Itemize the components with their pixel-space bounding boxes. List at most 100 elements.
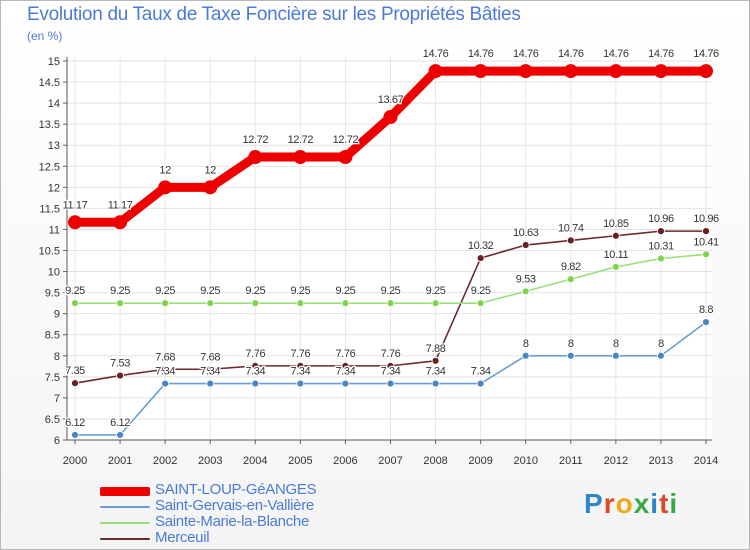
data-point xyxy=(206,379,215,388)
data-label: 10.96 xyxy=(648,213,674,225)
data-label: 14.76 xyxy=(648,48,674,60)
data-label: 8 xyxy=(523,338,529,350)
data-point xyxy=(611,231,620,240)
x-tick-label: 2007 xyxy=(378,455,402,467)
data-label: 6.12 xyxy=(65,417,85,429)
data-point xyxy=(431,356,440,365)
data-point xyxy=(611,263,620,271)
data-label: 9.25 xyxy=(155,285,175,297)
x-tick-label: 2004 xyxy=(243,455,267,467)
x-tick-label: 2009 xyxy=(468,455,492,467)
data-point xyxy=(293,150,308,165)
data-label: 7.34 xyxy=(336,366,356,378)
data-label: 10.85 xyxy=(603,218,629,230)
data-point xyxy=(521,287,530,296)
data-label: 14.76 xyxy=(423,48,449,60)
x-tick-label: 2010 xyxy=(513,455,537,467)
data-point xyxy=(431,379,440,388)
data-label: 7.76 xyxy=(290,348,310,360)
data-point xyxy=(71,431,79,439)
legend-label: Saint-Gervais-en-Vallière xyxy=(155,497,314,514)
data-label: 12.72 xyxy=(288,134,314,146)
legend-label: Sainte-Marie-la-Blanche xyxy=(155,513,310,530)
data-point xyxy=(248,150,263,165)
data-point xyxy=(206,299,215,308)
data-label: 14.76 xyxy=(693,48,719,60)
axes: 6 6.5 7 7.5 8 8.5 9 9.5 10 10.5 11 11.5 12 12.5 13 13.5… xyxy=(39,56,719,467)
data-point xyxy=(428,64,443,79)
y-tick-label: 10 xyxy=(48,267,60,279)
data-point xyxy=(251,299,260,308)
data-point xyxy=(71,379,79,388)
data-point xyxy=(473,64,488,79)
data-point xyxy=(341,361,350,370)
chart-title: Evolution du Taux de Taxe Foncière sur l… xyxy=(27,4,521,25)
data-label: 12 xyxy=(159,164,171,176)
y-tick-label: 6 xyxy=(54,435,60,447)
data-point xyxy=(251,361,260,370)
data-label: 7.34 xyxy=(290,366,310,378)
data-label: 7.34 xyxy=(155,366,175,378)
data-point xyxy=(158,180,173,195)
x-tick-label: 2012 xyxy=(604,455,628,467)
data-point xyxy=(251,379,260,388)
data-label: 7.76 xyxy=(245,348,265,360)
data-label: 9.25 xyxy=(200,285,220,297)
x-tick-label: 2005 xyxy=(288,455,312,467)
data-point xyxy=(296,299,305,308)
data-label: 8 xyxy=(613,338,619,350)
y-tick-label: 7 xyxy=(54,393,60,405)
data-point xyxy=(699,64,713,79)
y-tick-label: 13 xyxy=(48,140,60,152)
y-tick-label: 14 xyxy=(48,98,60,110)
data-point xyxy=(386,299,395,308)
data-label: 10.96 xyxy=(693,213,719,225)
data-label: 12.72 xyxy=(243,134,269,146)
data-label: 7.34 xyxy=(200,366,220,378)
data-point xyxy=(521,351,530,360)
y-tick-label: 11.5 xyxy=(39,203,60,215)
y-tick-label: 11 xyxy=(49,224,60,236)
y-tick-label: 8.5 xyxy=(45,330,60,342)
data-label: 14.76 xyxy=(468,48,494,60)
data-label: 10.41 xyxy=(693,236,719,248)
data-label: 10.31 xyxy=(648,241,674,253)
data-point xyxy=(296,379,305,388)
data-point xyxy=(341,299,350,308)
data-point xyxy=(116,431,124,439)
y-tick-label: 9.5 xyxy=(45,288,60,300)
data-label: 10.11 xyxy=(603,249,628,261)
data-label: 8.8 xyxy=(699,304,713,316)
x-tick-label: 2013 xyxy=(649,455,673,467)
chart-subtitle: (en %) xyxy=(27,29,63,43)
legend-swatch xyxy=(100,538,150,540)
y-tick-label: 7.5 xyxy=(45,372,60,384)
data-label: 7.34 xyxy=(426,366,446,378)
data-point xyxy=(657,254,665,263)
data-label: 9.25 xyxy=(65,285,85,297)
data-point xyxy=(116,371,124,380)
data-label: 8 xyxy=(568,338,574,350)
data-point xyxy=(657,227,665,236)
data-point xyxy=(161,299,170,308)
data-point xyxy=(566,351,575,360)
data-point xyxy=(476,379,485,388)
data-point xyxy=(566,275,575,284)
legend-swatch xyxy=(100,522,150,524)
data-point xyxy=(68,215,82,230)
data-point xyxy=(566,236,575,245)
data-label: 9.25 xyxy=(381,285,401,297)
data-label: 11.17 xyxy=(63,199,88,211)
data-label: 12 xyxy=(204,164,216,176)
data-label: 7.76 xyxy=(336,348,356,360)
data-label: 9.82 xyxy=(561,261,581,273)
data-label: 7.53 xyxy=(110,358,130,370)
series-group xyxy=(68,64,713,439)
data-point xyxy=(296,361,305,370)
proxiti-logo: Proxiti xyxy=(584,488,679,519)
x-tick-label: 2001 xyxy=(108,455,132,467)
data-label: 14.76 xyxy=(558,48,584,60)
data-label: 9.53 xyxy=(516,273,536,285)
data-label: 14.76 xyxy=(603,48,629,60)
